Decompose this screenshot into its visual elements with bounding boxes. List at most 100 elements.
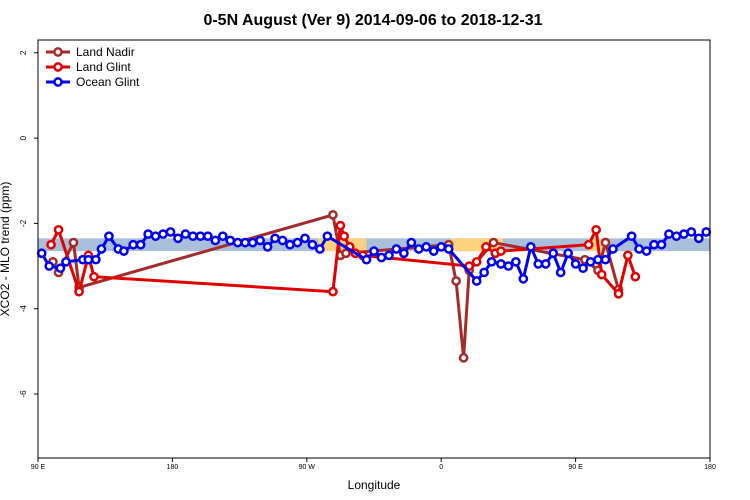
data-point (74, 286, 84, 297)
data-point (701, 227, 712, 237)
plot-frame (37, 39, 711, 459)
data-point (322, 231, 333, 242)
data-point (119, 246, 129, 256)
data-point (518, 274, 529, 284)
data-point (548, 248, 559, 259)
y-axis-label: XCO2 - MLO trend (ppm) (0, 182, 12, 317)
legend-label: Ocean Glint (76, 75, 140, 89)
legend-marker (53, 47, 63, 57)
data-point (533, 259, 544, 269)
data-point (68, 237, 79, 248)
data-point (180, 229, 191, 239)
series-2 (36, 227, 712, 286)
legend-marker (53, 77, 63, 87)
data-point (369, 246, 379, 256)
legend-marker (53, 62, 63, 72)
data-point (471, 256, 482, 267)
data-point (693, 233, 704, 244)
series-0 (48, 210, 624, 363)
data-point (421, 242, 432, 252)
y-axis: 2 0 -2 -4 -6 (19, 50, 38, 398)
data-point (626, 231, 637, 242)
legend-item: Ocean Glint (46, 75, 140, 89)
data-point (503, 261, 514, 271)
data-point (671, 231, 682, 242)
data-point (150, 231, 161, 242)
data-point (96, 244, 107, 254)
data-point (376, 252, 387, 263)
data-point (428, 246, 439, 256)
data-point (496, 246, 506, 256)
data-point (570, 259, 581, 269)
y-tick-label: 2 (19, 50, 28, 55)
x-axis-label: Longitude (348, 478, 401, 492)
legend-label: Land Glint (76, 60, 131, 74)
data-point (83, 254, 94, 265)
data-point (247, 237, 258, 248)
x-tick-label: 90 E (568, 464, 583, 471)
data-point (255, 235, 265, 246)
plot-series (36, 210, 712, 363)
data-point (555, 267, 566, 278)
data-point (53, 224, 64, 235)
data-point (578, 263, 588, 274)
x-axis: 90 E 180 90 W 0 90 E 180 (31, 458, 716, 471)
series-1 (46, 220, 641, 299)
data-point (608, 244, 618, 254)
series-line (49, 224, 637, 298)
data-point (591, 224, 601, 235)
data-point (328, 286, 338, 297)
data-point (135, 239, 146, 250)
data-point (391, 244, 402, 254)
data-point (285, 239, 295, 250)
x-tick-label: 180 (704, 464, 716, 471)
data-point (91, 254, 101, 265)
data-point (583, 239, 594, 250)
data-point (496, 259, 506, 269)
data-point (55, 263, 66, 274)
series-line (51, 213, 620, 358)
data-point (328, 210, 338, 220)
data-point (300, 233, 310, 244)
legend-item: Land Glint (46, 60, 131, 74)
y-tick-label: 0 (19, 135, 28, 140)
data-point (384, 250, 394, 261)
data-point (525, 242, 536, 252)
data-point (315, 244, 325, 254)
data-point (128, 239, 139, 250)
data-point (649, 239, 659, 250)
data-point (686, 227, 697, 237)
data-point (458, 352, 469, 363)
data-point (656, 239, 667, 250)
data-point (600, 254, 611, 265)
data-point (630, 271, 641, 282)
x-tick-label: 90 E (31, 464, 46, 471)
data-point (61, 256, 71, 267)
legend-item: Land Nadir (46, 45, 135, 59)
data-point (413, 244, 424, 254)
data-point (225, 235, 236, 246)
data-point (613, 288, 624, 299)
data-point (195, 231, 206, 242)
data-point (634, 244, 644, 254)
data-point (232, 237, 243, 248)
data-point (479, 267, 489, 278)
data-point (664, 229, 674, 239)
data-point (173, 233, 183, 244)
data-point (593, 254, 603, 265)
data-point (89, 271, 99, 282)
data-point (600, 237, 611, 248)
y-tick-label: -2 (19, 219, 28, 227)
data-point (262, 242, 273, 252)
data-point (443, 244, 454, 254)
data-point (436, 242, 447, 252)
data-point (511, 256, 521, 267)
data-point (335, 220, 346, 231)
data-point (361, 254, 372, 265)
data-point (563, 248, 573, 259)
data-point (158, 229, 168, 239)
data-point (451, 276, 461, 286)
data-point (270, 233, 280, 244)
